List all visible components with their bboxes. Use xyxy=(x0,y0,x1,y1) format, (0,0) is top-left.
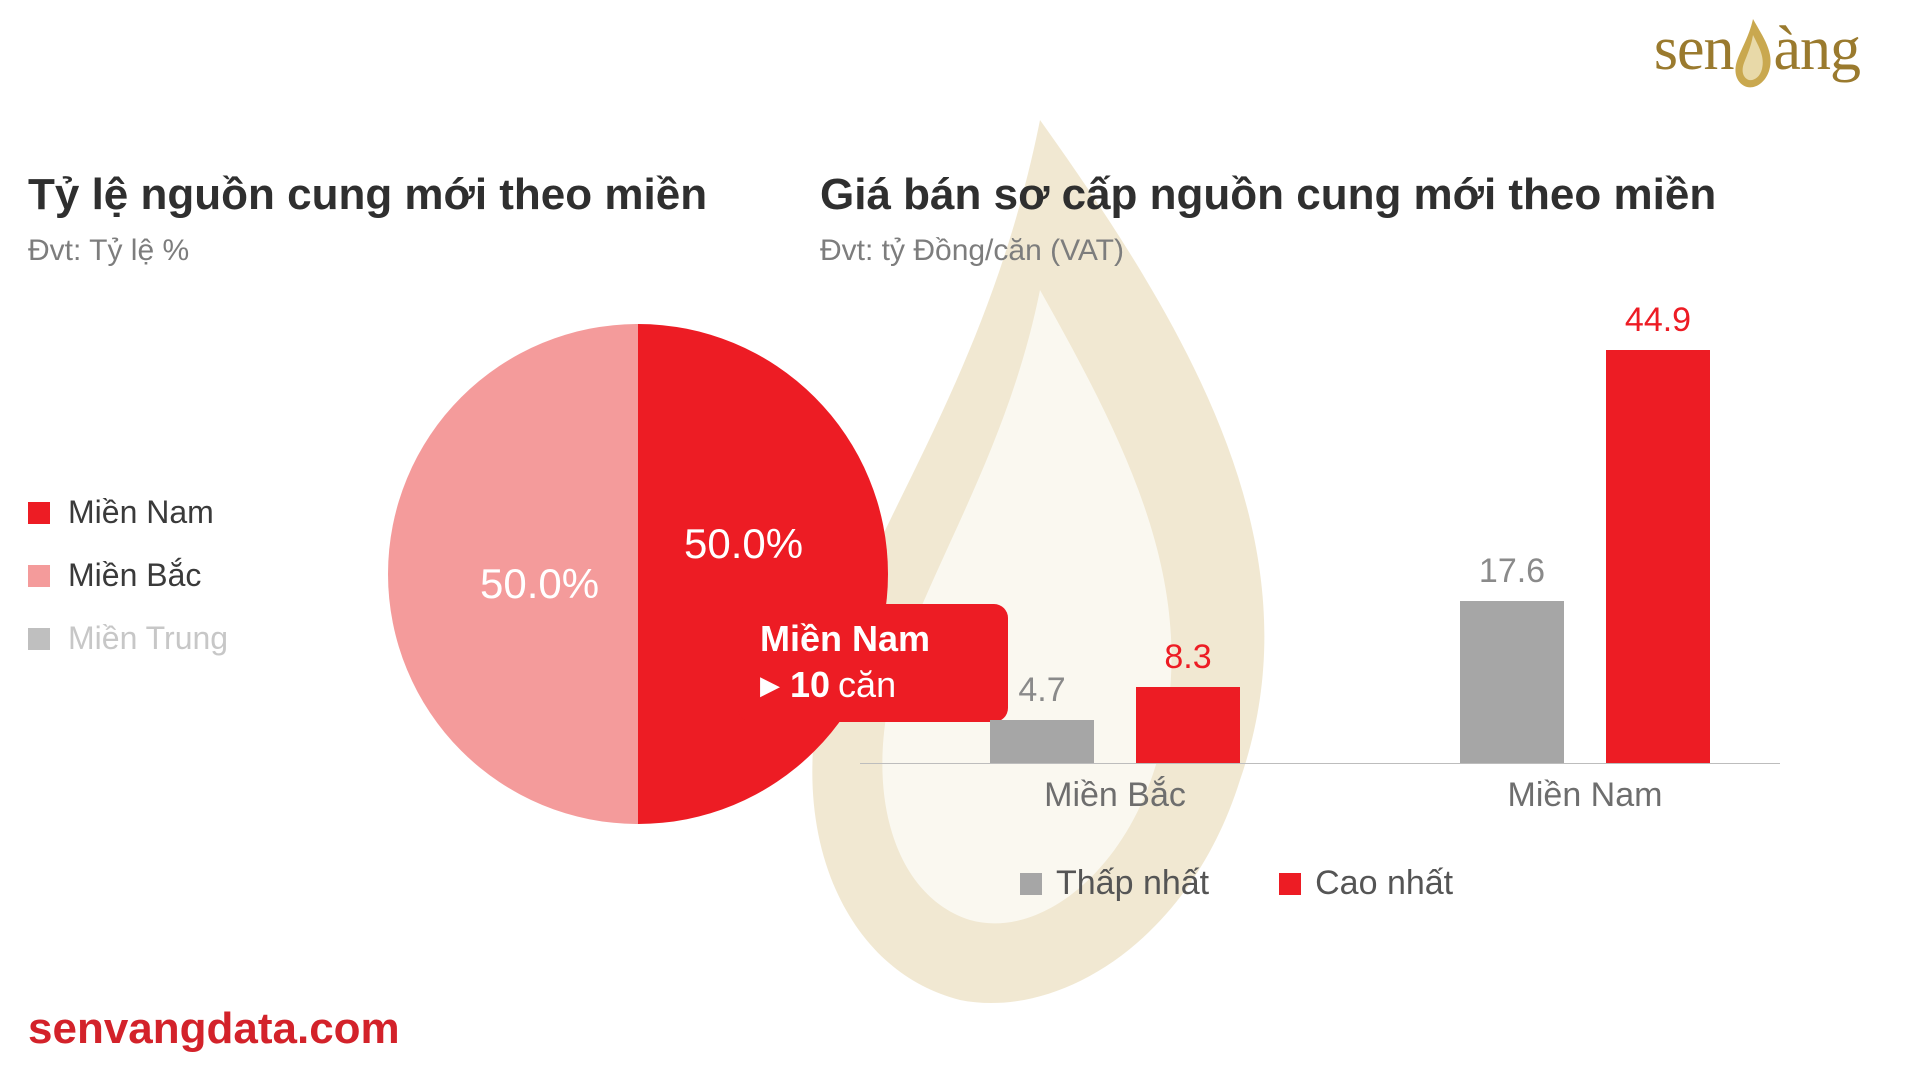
bar-subtitle: Đvt: tỷ Đồng/căn (VAT) xyxy=(820,234,1900,268)
legend-swatch xyxy=(1020,873,1042,895)
legend-label: Miền Nam xyxy=(68,494,214,531)
bar-value-label: 4.7 xyxy=(1018,671,1065,710)
bar-legend-item: Thấp nhất xyxy=(1020,864,1209,903)
bar-group: 17.6 44.9 xyxy=(1440,350,1730,763)
bar-plot: 4.7 8.3 17.6 44.9 xyxy=(860,304,1780,764)
pie-slice-label: 50.0% xyxy=(684,520,803,568)
brand-logo: sen àng xyxy=(1654,14,1860,85)
play-icon: ▶ xyxy=(760,670,780,701)
bar-rect xyxy=(1460,601,1564,763)
bar-category-label: Miền Nam xyxy=(1440,776,1730,815)
legend-label: Miền Bắc xyxy=(68,557,201,594)
bar-value-label: 8.3 xyxy=(1164,638,1211,677)
pie-title: Tỷ lệ nguồn cung mới theo miền xyxy=(28,170,948,220)
pie-wrap: 50.0%50.0% Miền Nam ▶ 10 căn xyxy=(388,324,888,824)
bar: 4.7 xyxy=(990,720,1094,763)
legend-label: Cao nhất xyxy=(1315,864,1453,903)
bar-legend-item: Cao nhất xyxy=(1279,864,1453,903)
bar-group: 4.7 8.3 xyxy=(970,687,1260,763)
legend-label: Miền Trung xyxy=(68,620,228,657)
bar: 17.6 xyxy=(1460,601,1564,763)
legend-swatch xyxy=(28,565,50,587)
pie-subtitle: Đvt: Tỷ lệ % xyxy=(28,234,948,268)
pie-panel: Tỷ lệ nguồn cung mới theo miền Đvt: Tỷ l… xyxy=(28,170,948,864)
bar-category-label: Miền Bắc xyxy=(970,776,1260,815)
bar: 8.3 xyxy=(1136,687,1240,763)
bar-legend: Thấp nhất Cao nhất xyxy=(1020,864,1453,903)
legend-swatch xyxy=(1279,873,1301,895)
logo-flame-icon xyxy=(1731,19,1775,89)
logo-text-left: sen xyxy=(1654,14,1734,85)
pie-legend-item: Miền Trung xyxy=(28,620,228,657)
bar-panel: Giá bán sơ cấp nguồn cung mới theo miền … xyxy=(820,170,1900,864)
pie-slice-label: 50.0% xyxy=(480,560,599,608)
bar-area: 4.78.317.644.9 Miền BắcMiền Nam Thấp nhấ… xyxy=(820,304,1820,864)
pie-legend-item: Miền Bắc xyxy=(28,557,228,594)
bar-value-label: 17.6 xyxy=(1479,552,1545,591)
bar-title: Giá bán sơ cấp nguồn cung mới theo miền xyxy=(820,170,1900,220)
bar: 44.9 xyxy=(1606,350,1710,763)
legend-swatch xyxy=(28,502,50,524)
bar-rect xyxy=(990,720,1094,763)
pie-area: Miền Nam Miền Bắc Miền Trung 50.0% 50.0% Mi… xyxy=(28,304,948,864)
footer-url: senvangdata.com xyxy=(28,1004,400,1054)
pie-legend-item: Miền Nam xyxy=(28,494,228,531)
pie-legend: Miền Nam Miền Bắc Miền Trung xyxy=(28,494,228,683)
legend-swatch xyxy=(28,628,50,650)
bar-value-label: 44.9 xyxy=(1625,301,1691,340)
bar-rect xyxy=(1136,687,1240,763)
legend-label: Thấp nhất xyxy=(1056,864,1209,903)
pie-chart xyxy=(388,324,888,824)
logo-text-right: àng xyxy=(1773,14,1860,85)
bar-rect xyxy=(1606,350,1710,763)
